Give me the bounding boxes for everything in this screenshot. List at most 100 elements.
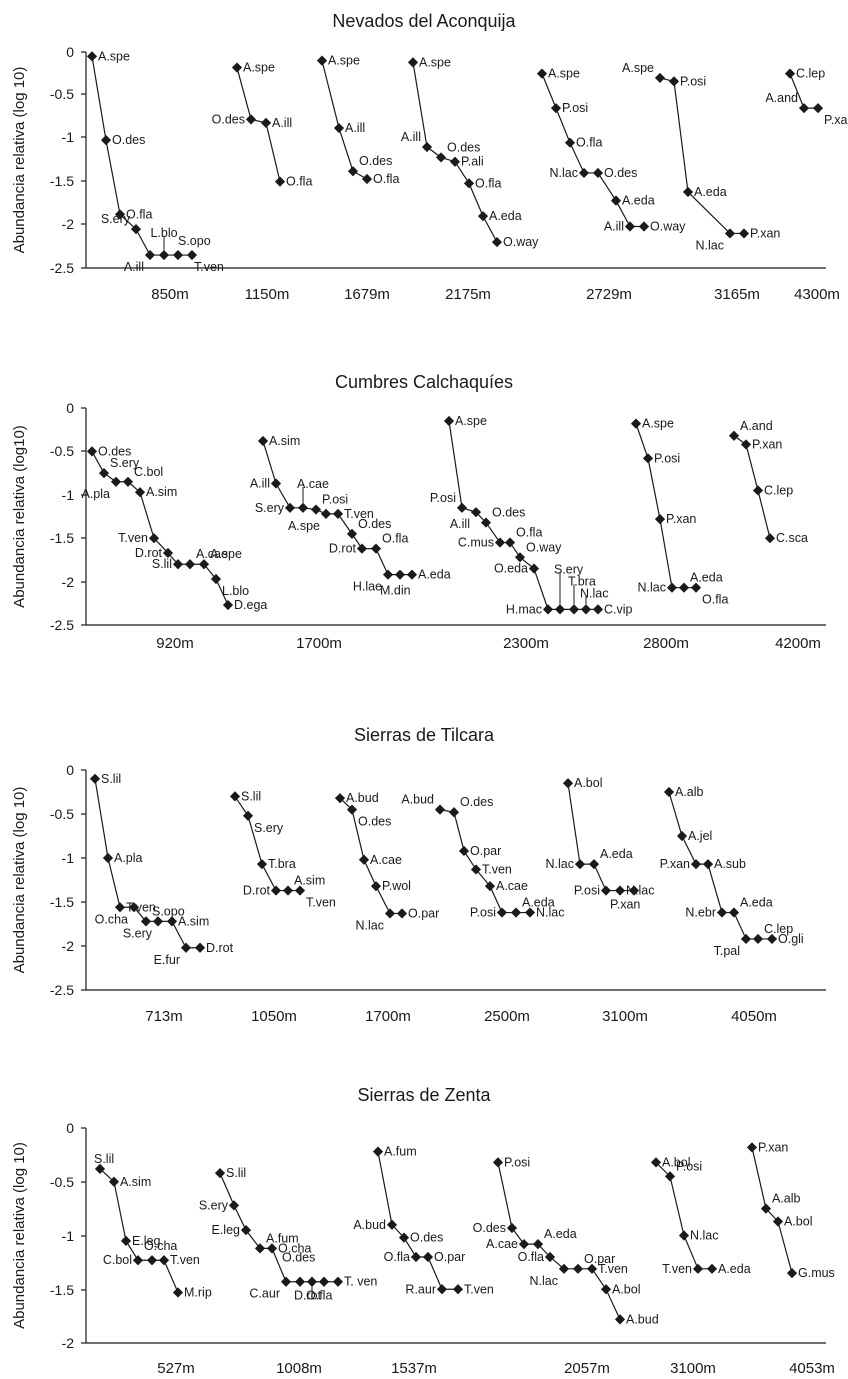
data-point-marker: [514, 552, 526, 563]
y-tick-label: -2: [62, 216, 75, 232]
data-point-marker: [600, 1284, 612, 1295]
x-category-label: 1150m: [245, 286, 290, 303]
data-point-marker: [642, 453, 654, 464]
species-label: D.rot: [294, 1289, 322, 1303]
data-point-marker: [542, 604, 554, 615]
species-label: A.eda: [718, 1262, 751, 1276]
y-tick-label: -0.5: [50, 86, 74, 102]
data-point-marker: [318, 1276, 330, 1287]
data-point-marker: [592, 167, 604, 179]
species-label: O.fla: [382, 532, 408, 546]
data-point-marker: [396, 908, 408, 919]
data-point-marker: [550, 103, 562, 114]
species-label: P.osi: [504, 1155, 530, 1169]
species-label: O.des: [98, 444, 131, 458]
species-label: A.bol: [784, 1215, 813, 1229]
data-point-marker: [654, 514, 666, 525]
data-point-marker: [600, 885, 612, 896]
species-label: A.sim: [269, 434, 300, 448]
species-label: A.pla: [82, 487, 111, 501]
species-label: P.xan: [824, 113, 848, 127]
species-label: D.rot: [135, 546, 163, 560]
y-tick-label: -1.5: [50, 530, 74, 546]
data-point-marker: [752, 485, 764, 496]
species-label: A.ill: [401, 130, 421, 144]
data-point-marker: [524, 907, 536, 918]
data-point-marker: [422, 1251, 434, 1263]
species-label: T.ven: [598, 1262, 628, 1276]
data-point-marker: [110, 476, 122, 487]
data-point-marker: [564, 137, 576, 148]
species-label: H.mac: [506, 602, 542, 616]
data-point-marker: [518, 1239, 530, 1250]
data-point-marker: [184, 559, 196, 570]
data-point-marker: [260, 117, 272, 128]
x-category-label: 1008m: [276, 1360, 322, 1377]
data-point-marker: [784, 68, 796, 79]
species-label: P.xan: [610, 898, 640, 912]
species-label: D.ega: [234, 598, 267, 612]
data-point-marker: [356, 543, 368, 554]
species-label: A.sub: [714, 857, 746, 871]
x-category-label: 4300m: [794, 286, 840, 303]
data-point-marker: [132, 1255, 144, 1266]
data-point-marker: [740, 439, 752, 450]
x-category-label: 4050m: [731, 1008, 777, 1025]
species-label: O.par: [434, 1250, 465, 1264]
x-category-label: 2175m: [445, 286, 491, 303]
species-label: C.lep: [764, 922, 793, 936]
data-point-marker: [452, 1284, 464, 1295]
species-label: O.fla: [373, 172, 399, 186]
species-label: C.bol: [134, 465, 163, 479]
species-label: T.ven: [482, 862, 512, 876]
series-line: [219, 1172, 338, 1283]
x-category-label: 2300m: [503, 635, 549, 652]
data-point-marker: [333, 122, 345, 134]
data-point-marker: [158, 1255, 170, 1266]
data-point-marker: [254, 1243, 266, 1254]
species-label: A.eda: [690, 571, 723, 585]
x-category-label: 1700m: [296, 635, 342, 652]
data-point-marker: [812, 103, 824, 114]
species-label: A.spe: [642, 417, 674, 431]
series-line: [377, 1151, 458, 1290]
species-label: O.cha: [144, 1239, 177, 1253]
species-label: A.spe: [548, 67, 580, 81]
species-label: A.ill: [345, 121, 365, 135]
species-label: A.jel: [688, 829, 712, 843]
data-point-marker: [334, 793, 346, 804]
y-axis-label: Abundancia relativa (log10): [11, 425, 28, 608]
x-category-label: 4200m: [775, 635, 821, 652]
y-tick-label: -1.5: [50, 1282, 74, 1298]
species-label: A.sim: [294, 874, 325, 888]
data-point-marker: [394, 569, 406, 580]
species-label: N.lac: [356, 918, 384, 932]
species-label: A.bud: [401, 793, 434, 807]
species-label: A.bol: [612, 1282, 641, 1296]
data-point-marker: [740, 933, 752, 945]
species-label: S.opo: [178, 234, 211, 248]
species-label: S.ery: [254, 821, 284, 835]
species-label: S.ery: [123, 926, 153, 940]
species-label: O.des: [492, 506, 525, 520]
species-label: S.ery: [101, 212, 131, 226]
species-label: A.eda: [418, 568, 451, 582]
data-point-marker: [222, 599, 234, 611]
data-point-marker: [610, 195, 622, 206]
species-label: P.osi: [430, 491, 456, 505]
data-point-marker: [280, 1276, 292, 1287]
species-label: O.fla: [306, 1289, 332, 1303]
data-point-marker: [706, 1263, 718, 1274]
data-point-marker: [746, 1142, 758, 1153]
data-point-marker: [494, 537, 506, 548]
data-point-marker: [436, 1284, 448, 1295]
data-point-marker: [690, 859, 702, 870]
species-label: O.par: [584, 1252, 615, 1266]
species-label: A.sim: [178, 914, 209, 928]
data-point-marker: [506, 1222, 518, 1234]
data-point-marker: [421, 141, 433, 153]
series-line: [659, 77, 744, 235]
species-label: D.rot: [206, 941, 234, 955]
y-tick-label: -0.5: [50, 806, 74, 822]
species-label: P.xan: [752, 437, 782, 451]
